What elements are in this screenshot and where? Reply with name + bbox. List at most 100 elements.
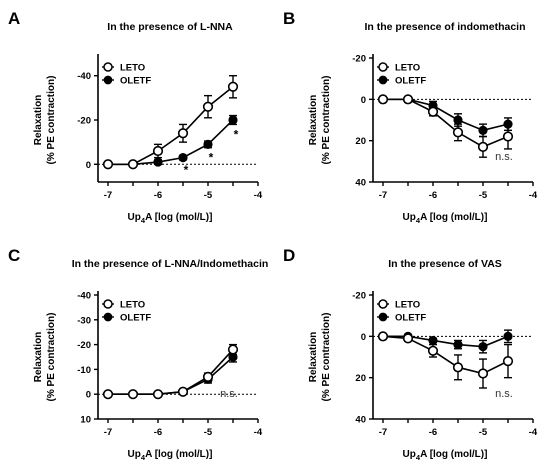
y-tick-label: 20 [355,373,366,384]
x-tick-label: -7 [379,427,387,438]
y-axis-label-line2: (% PE contraction) [46,313,57,402]
legend-marker [103,62,113,72]
data-point-leto [402,94,414,105]
y-tick-label: 40 [355,415,366,426]
data-point-leto [202,371,214,382]
x-tick-label: -7 [379,190,387,201]
series-line-leto [383,98,509,148]
x-axis-label-main: Up [403,449,416,460]
y-axis-label: Relaxation (% PE contraction) [308,313,332,402]
panel-title: In the presence of L-NNA [107,21,233,33]
x-tick-label: -4 [254,190,263,201]
legend-marker [378,75,388,85]
legend-marker [103,75,113,85]
y-tick-label: 10 [80,415,91,426]
y-tick-label: -40 [77,291,91,302]
x-tick-label: -7 [104,427,112,438]
panel-b: B In the presence of indomethacin -20 0 20 40… [275,0,550,237]
legend-entry: OLETF [395,313,426,324]
data-point-oletf [478,342,488,352]
data-point-oletf [453,339,463,350]
data-point-oletf [153,157,163,167]
significance-marker: * [234,127,239,141]
data-point-leto [452,362,464,373]
data-point-leto [152,389,164,400]
data-point-oletf [428,335,438,346]
data-point-oletf [228,115,238,125]
data-point-leto [227,344,239,355]
x-axis-label-rest: A [log (mol/L)] [420,212,487,223]
data-point-leto [452,127,464,138]
series-line-leto [108,86,234,166]
x-axis-label-rest: A [log (mol/L)] [145,449,212,460]
data-point-oletf [503,331,513,341]
x-axis-label-sub: 4 [141,216,146,225]
x-axis-label-main: Up [128,449,141,460]
y-tick-label: -20 [77,340,91,351]
x-tick-label: -6 [154,190,162,201]
data-point-leto [502,356,514,367]
series-line-oletf [108,356,234,395]
y-axis-label-line1: Relaxation [33,332,44,383]
y-axis-label-line2: (% PE contraction) [321,313,332,402]
panel-title: In the presence of L-NNA/Indomethacin [72,258,269,270]
legend-entry: LETO [395,63,420,74]
x-tick-label: -4 [529,190,538,201]
y-tick-label: 40 [355,178,366,189]
x-tick-label: -5 [204,190,213,201]
x-tick-label: -7 [104,190,112,201]
legend-entry: LETO [120,63,145,74]
data-point-oletf [203,139,213,149]
annotation-ns: n.s. [220,388,238,400]
x-axis-label-main: Up [403,212,416,223]
x-axis-label-rest: A [log (mol/L)] [420,449,487,460]
legend-marker [378,299,388,309]
y-tick-label: -30 [77,315,91,326]
y-axis-label: Relaxation (% PE contraction) [308,76,332,165]
data-point-leto [427,106,439,117]
data-point-oletf [453,115,463,125]
legend-entry: OLETF [395,76,426,87]
significance-marker: * [209,151,214,165]
x-tick-label: -6 [154,427,162,438]
legend-marker [103,312,113,322]
data-point-leto [427,345,439,356]
data-point-leto [102,159,114,170]
y-tick-label: 20 [355,136,366,147]
chart-b: B In the presence of indomethacin -20 0 20 40… [283,9,538,225]
data-point-leto [127,389,139,400]
x-axis-label: Up4A [log (mol/L)] [403,449,488,462]
legend-marker [103,299,113,309]
legend-marker [378,312,388,322]
x-axis-label-sub: 4 [416,216,421,225]
chart-c: C In the presence of L-NNA/Indomethacin -4… [8,246,269,462]
data-point-leto [177,128,189,139]
x-tick-label: -6 [429,427,437,438]
y-tick-label: -20 [352,291,366,302]
series-line-oletf [383,98,509,132]
data-point-leto [477,141,489,152]
x-axis-label-sub: 4 [141,453,146,462]
panel-letter: B [283,9,295,28]
x-axis-label-sub: 4 [416,453,421,462]
data-point-leto [102,389,114,400]
panel-a: A In the presence of L-NNA 0 -20 -40 -7 -6 -5 -4… [0,0,275,237]
data-point-oletf [478,125,488,135]
y-tick-label: 0 [86,160,91,171]
x-axis-label: Up4A [log (mol/L)] [128,212,213,225]
legend-entry: LETO [395,300,420,311]
y-tick-label: 0 [86,390,91,401]
y-tick-label: -10 [77,365,91,376]
x-tick-label: -5 [479,190,488,201]
data-point-leto [202,101,214,112]
panel-title: In the presence of indomethacin [364,21,525,33]
y-tick-label: -20 [352,54,366,65]
data-point-leto [127,159,139,170]
data-point-leto [377,94,389,105]
y-axis-label-line2: (% PE contraction) [46,76,57,165]
chart-a: A In the presence of L-NNA 0 -20 -40 -7 -6 -5 -4… [8,9,263,225]
legend-marker [378,62,388,72]
y-axis-label: Relaxation (% PE contraction) [33,76,57,165]
data-point-leto [152,145,164,157]
x-tick-label: -4 [254,427,263,438]
